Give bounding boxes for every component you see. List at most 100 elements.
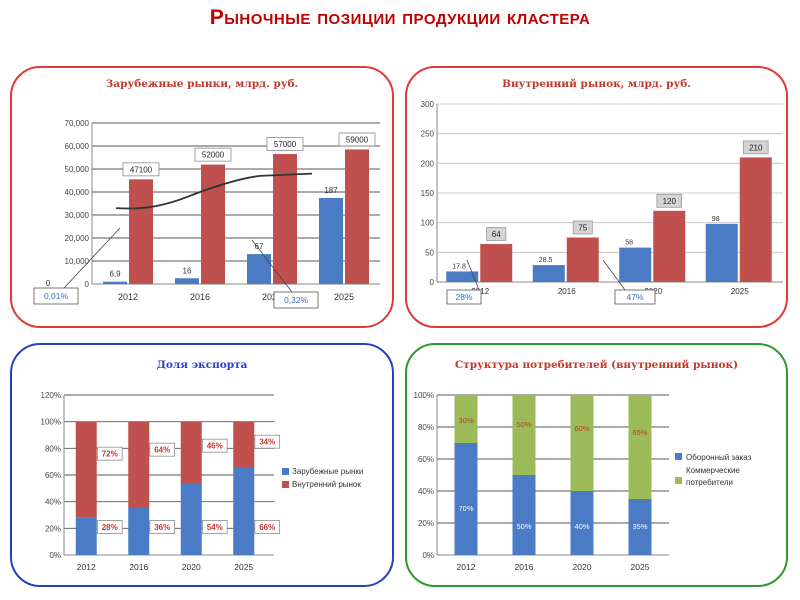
data-label: 57000 bbox=[274, 140, 297, 149]
y-tick-label: 60,000 bbox=[65, 142, 90, 151]
y-tick-label: 60% bbox=[418, 455, 434, 464]
y-tick-label: 20% bbox=[45, 524, 61, 533]
y-tick-label: 20,000 bbox=[65, 234, 90, 243]
callout-box bbox=[446, 289, 482, 305]
bar bbox=[345, 149, 369, 284]
panel-foreign-markets: Зарубежные рынки, млрд. руб. 0 10,000 20,0… bbox=[10, 66, 394, 328]
data-label: 58 bbox=[625, 240, 633, 247]
data-label-box bbox=[656, 193, 683, 208]
bar bbox=[247, 254, 271, 284]
data-label: 34% bbox=[259, 438, 275, 447]
y-tick-label: 80% bbox=[45, 444, 61, 453]
y-tick-label: 120% bbox=[41, 391, 61, 400]
data-label: 28% bbox=[102, 523, 118, 532]
bar bbox=[103, 281, 127, 284]
bar-segment bbox=[628, 395, 652, 499]
data-label: 210 bbox=[749, 143, 763, 152]
x-tick-label: 2012 bbox=[457, 562, 476, 572]
y-tick-label: 250 bbox=[421, 130, 435, 139]
legend-swatch bbox=[675, 453, 682, 460]
data-label: 64% bbox=[154, 446, 170, 455]
y-tick-label: 150 bbox=[421, 189, 435, 198]
data-label: 64 bbox=[492, 230, 501, 239]
x-tick-label: 2012 bbox=[118, 292, 138, 302]
data-label: 59000 bbox=[346, 135, 369, 144]
x-tick-label: 2012 bbox=[77, 562, 96, 572]
bar-segment bbox=[512, 475, 536, 555]
data-label: 70% bbox=[458, 504, 473, 513]
data-label: 16 bbox=[183, 266, 192, 275]
y-tick-label: 100 bbox=[421, 219, 435, 228]
chart-title: Структура потребителей (внутренний рынок… bbox=[454, 359, 739, 371]
legend-label: Коммерческие bbox=[686, 466, 740, 475]
data-label: 54% bbox=[207, 523, 223, 532]
data-label: 98 bbox=[712, 216, 720, 223]
data-label: 50% bbox=[516, 420, 531, 429]
y-tick-label: 0% bbox=[49, 551, 61, 560]
y-tick-label: 40% bbox=[45, 498, 61, 507]
legend-label: потребители bbox=[686, 478, 733, 487]
data-label: 52000 bbox=[202, 151, 225, 160]
data-label-box bbox=[254, 434, 281, 449]
bar bbox=[129, 179, 153, 284]
data-label-box bbox=[742, 140, 769, 155]
callout-label: 28% bbox=[455, 292, 472, 302]
data-label: 6,9 bbox=[109, 270, 121, 279]
chart-title: Зарубежные рынки, млрд. руб. bbox=[105, 78, 299, 90]
y-tick-label: 20% bbox=[418, 519, 434, 528]
bar-segment bbox=[233, 467, 255, 555]
x-tick-label: 2020 bbox=[262, 292, 282, 302]
data-label-box bbox=[96, 520, 123, 534]
bar-segment bbox=[512, 395, 536, 475]
chart-domestic-market: 050100150200250300201220162020202517.828… bbox=[421, 100, 783, 305]
bar bbox=[532, 265, 565, 282]
y-tick-label: 40,000 bbox=[65, 188, 90, 197]
bar-segment bbox=[128, 507, 150, 555]
bar-segment bbox=[180, 421, 202, 483]
callout-box bbox=[614, 289, 656, 305]
x-tick-label: 2025 bbox=[731, 287, 749, 296]
bar-segment bbox=[233, 421, 255, 467]
bar-segment bbox=[570, 395, 594, 491]
y-tick-label: 70,000 bbox=[65, 119, 90, 128]
data-label: 46% bbox=[207, 442, 223, 451]
data-label-box bbox=[338, 132, 376, 147]
callout-pointer bbox=[602, 259, 626, 291]
data-label: 67 bbox=[255, 242, 264, 251]
x-tick-label: 2025 bbox=[631, 562, 650, 572]
chart-foreign-markets: 0 10,000 20,000 30,000 40,000 50,000 60,000 70,… bbox=[33, 119, 380, 309]
legend-swatch bbox=[282, 481, 289, 488]
data-label-box bbox=[266, 137, 304, 151]
trend-line bbox=[115, 172, 313, 210]
data-label: 65% bbox=[632, 428, 647, 437]
data-label-box bbox=[201, 438, 228, 453]
bar bbox=[319, 197, 343, 284]
y-tick-label: 50,000 bbox=[65, 165, 90, 174]
x-tick-label: 2016 bbox=[558, 287, 576, 296]
callout-pointer bbox=[466, 259, 480, 291]
y-tick-label: 0 bbox=[430, 278, 435, 287]
panel-export-share: Доля экспорта 0% 20% 40% 60% 80% 100% 120% 2012… bbox=[10, 343, 394, 587]
bar-segment bbox=[628, 499, 652, 555]
callout-label: 47% bbox=[626, 292, 643, 302]
data-label: 35% bbox=[632, 522, 647, 531]
x-tick-label: 2016 bbox=[190, 292, 210, 302]
data-label: 187 bbox=[324, 186, 338, 195]
y-tick-label: 100% bbox=[41, 418, 61, 427]
page-title: Рыночные позиции продукции кластера bbox=[209, 6, 591, 29]
bar bbox=[705, 223, 738, 282]
panel-consumer-structure: Структура потребителей (внутренний рынок… bbox=[405, 343, 788, 587]
y-tick-label: 40% bbox=[418, 487, 434, 496]
legend-label: Оборонный заказ bbox=[686, 453, 752, 462]
x-tick-label: 2016 bbox=[515, 562, 534, 572]
bar bbox=[201, 164, 225, 284]
chart-consumer-structure: 0% 20% 40% 60% 80% 100% 2012 2016 2020 2025 70% 30%… bbox=[414, 391, 752, 572]
data-label-box bbox=[486, 227, 507, 241]
data-label-box bbox=[572, 220, 593, 235]
callout-label: 0,01% bbox=[44, 291, 69, 301]
data-label-zero: 0 bbox=[46, 279, 51, 288]
bar-segment bbox=[454, 443, 478, 555]
legend-swatch bbox=[282, 468, 289, 475]
y-tick-label: 0% bbox=[422, 551, 434, 560]
x-tick-label: 2020 bbox=[573, 562, 592, 572]
